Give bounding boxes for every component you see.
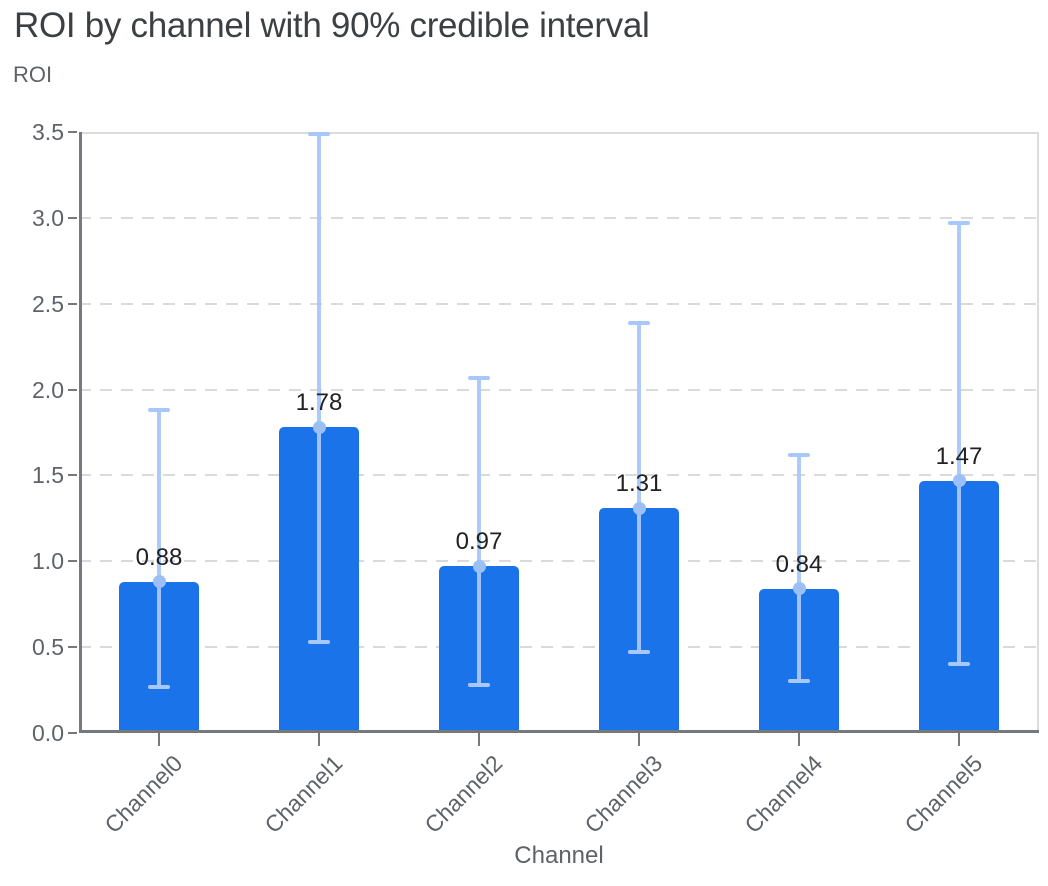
y-tick-label: 3.5 — [32, 119, 64, 145]
error-bar-mean-dot — [152, 575, 166, 589]
y-axis-label: ROI — [13, 62, 53, 87]
error-bar-mean-dot — [312, 420, 326, 434]
error-bar-cap-top — [308, 131, 330, 136]
x-tick-mark — [478, 733, 480, 746]
gridline — [79, 560, 1039, 563]
y-tick-label: 1.5 — [32, 462, 64, 489]
y-tick-label: 2.0 — [32, 376, 64, 403]
x-tick-mark — [798, 733, 800, 746]
y-tick-mark — [68, 302, 77, 305]
error-bar-cap-bottom — [628, 650, 650, 655]
bar-value-label: 1.78 — [295, 389, 343, 417]
y-tick-mark — [68, 131, 77, 133]
gridline — [79, 474, 1039, 477]
bar-value-label: 0.88 — [135, 543, 183, 571]
gridline — [79, 216, 1039, 219]
y-tick-mark — [68, 474, 77, 477]
error-bar-mean-dot — [952, 474, 966, 488]
x-tick-mark — [318, 733, 320, 746]
error-bar-line — [797, 454, 801, 682]
x-axis-line — [79, 730, 1039, 733]
error-bar-line — [957, 223, 961, 665]
gridline — [79, 302, 1039, 305]
error-bar-mean-dot — [792, 582, 806, 596]
y-tick-mark — [68, 388, 77, 391]
error-bar-cap-top — [948, 221, 970, 225]
error-bar-cap-top — [468, 375, 490, 380]
plot-border-top — [79, 132, 1039, 134]
plot-border-right — [1037, 132, 1039, 733]
y-tick-label: 3.0 — [32, 204, 64, 231]
y-tick-mark — [68, 560, 77, 563]
error-bar-mean-dot — [632, 501, 646, 515]
x-axis-label: Channel — [514, 842, 604, 869]
x-tick-mark — [638, 733, 640, 746]
error-bar-cap-top — [148, 408, 170, 413]
x-tick-mark — [158, 733, 160, 746]
bar-value-label: 1.47 — [935, 442, 983, 470]
error-bar-line — [317, 133, 321, 642]
y-tick-label: 0.0 — [32, 720, 64, 746]
error-bar-cap-top — [628, 320, 650, 325]
gridline — [79, 388, 1039, 391]
y-axis-line — [79, 132, 82, 733]
y-tick-label: 0.5 — [32, 634, 64, 661]
chart-title: ROI by channel with 90% credible interva… — [14, 6, 650, 45]
y-tick-mark — [68, 732, 77, 734]
x-tick-mark — [958, 733, 960, 746]
plot-area: 0.0 0.5 1.0 1.5 2.0 2.5 3.0 3.5 0.88 Channel0 1.78… — [32, 119, 1039, 838]
error-bar-cap-bottom — [308, 639, 330, 644]
error-bar-line — [157, 410, 161, 687]
bar-value-label: 0.97 — [455, 528, 503, 556]
y-tick-label: 1.0 — [32, 548, 64, 575]
error-bar-line — [477, 377, 481, 685]
gridline — [79, 646, 1039, 649]
error-bar-cap-bottom — [468, 682, 490, 687]
error-bar-cap-bottom — [148, 684, 170, 689]
y-tick-mark — [68, 646, 77, 649]
error-bar-cap-bottom — [948, 662, 970, 667]
error-bar-cap-bottom — [788, 679, 810, 684]
error-bar-line — [637, 322, 641, 653]
y-tick-mark — [68, 216, 77, 219]
error-bar-mean-dot — [472, 559, 486, 573]
error-bar-cap-top — [788, 452, 810, 457]
bar-value-label: 0.84 — [775, 550, 823, 578]
y-tick-label: 2.5 — [32, 290, 64, 317]
bar-value-label: 1.31 — [615, 470, 663, 498]
